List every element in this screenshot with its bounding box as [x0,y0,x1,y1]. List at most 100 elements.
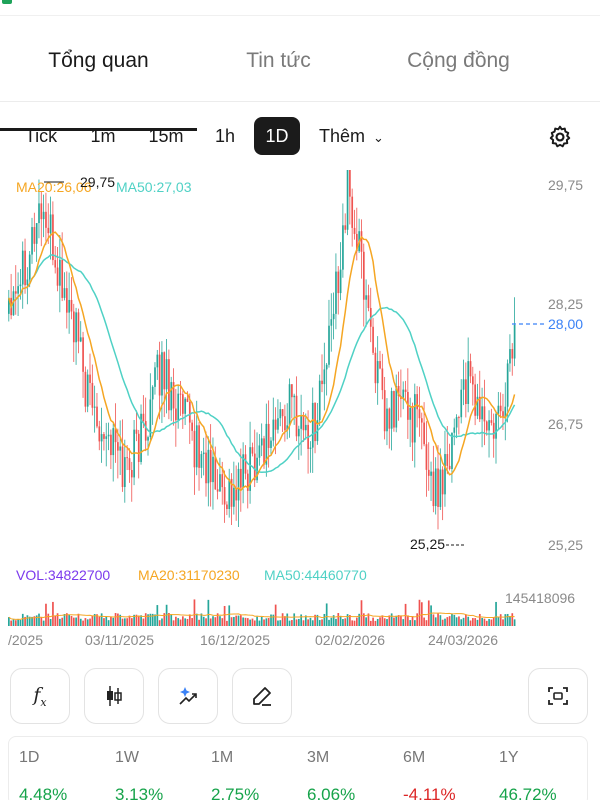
timeframe-1m[interactable]: 1m [90,126,116,146]
candle [376,361,379,384]
volume-bar [45,603,47,626]
candle [205,452,207,484]
volume-bar [513,619,516,626]
volume-bar [219,616,221,626]
volume-bar [499,614,502,626]
volume-bar [195,613,198,626]
candle [28,254,31,280]
volume-bar [121,618,124,626]
tab-overview[interactable]: Tổng quan [48,49,149,72]
main-tabs: Tổng quan Tin tức Cộng đồng [0,30,600,131]
candle [198,425,200,468]
timeframe-1h[interactable]: 1h [214,126,236,146]
gear-icon[interactable] [547,124,573,150]
volume-bar [474,618,477,626]
candle [124,457,126,487]
indicator-button[interactable]: fx [10,668,70,724]
volume-axis-max: 145418096 [505,590,576,606]
candle [353,227,356,234]
candle [31,227,33,255]
candle [202,452,205,455]
candle [40,203,43,220]
volume-bar [279,620,282,626]
volume-bar [137,615,140,626]
volume-bar [89,618,91,626]
volume-bar [311,620,314,626]
perf-change: 2.75% [211,785,260,800]
volume-bar [256,616,258,626]
candle [325,364,328,370]
candle [216,489,219,492]
volume-bar [72,617,75,626]
volume-bar [302,620,305,626]
volume-bar [409,620,412,626]
volume-bar [17,619,19,626]
candle [402,389,405,399]
candle [420,418,423,423]
candle [469,361,472,377]
volume-bar [12,619,15,626]
volume-bar [77,613,80,626]
timeframe-1d[interactable]: 1D [254,117,300,155]
volume-bar [328,619,330,626]
timeframe-tick[interactable]: Tick [24,126,58,146]
volume-bar [151,613,154,626]
volume-bar [332,615,335,626]
price-tick: 26,75 [548,416,584,432]
volume-bar [318,620,321,626]
volume-ma-line [8,612,515,620]
volume-bar [35,615,38,626]
tab-community[interactable]: Cộng đồng [407,49,510,72]
candle [77,312,80,342]
candle [17,286,19,294]
volume-bar [182,616,184,626]
candle [195,425,198,468]
timeframe-more-button[interactable]: Thêm ⌄ [319,117,384,155]
chart-type-button[interactable] [84,668,144,724]
volume-bar [258,620,261,626]
candle [172,382,175,409]
volume-bar [444,618,446,626]
candle [140,413,142,462]
price-chart[interactable]: MA20:26,06 MA50:27,03 29,75 25,25 29,75 … [0,170,600,650]
candle [221,474,224,488]
candle [425,444,428,470]
volume-bar [439,615,442,626]
volume-bar [321,619,323,626]
volume-bar [346,614,349,626]
volume-bar [339,615,342,626]
volume-bar [263,619,265,626]
candle [91,382,94,408]
candle [346,170,349,230]
candle [207,449,210,484]
volume-bar [19,619,22,626]
volume-bar [28,616,31,626]
candle [291,384,293,398]
volume-bar [360,600,363,626]
ai-drawing-button[interactable] [158,668,218,724]
draw-button[interactable] [232,668,292,724]
price-tick: 25,25 [548,537,584,553]
tab-news[interactable]: Tin tức [246,49,311,72]
volume-bar [216,613,219,626]
volume-bar [251,618,254,626]
candle [228,478,231,510]
status-dot [2,0,12,4]
ma50-line [8,254,516,473]
date-tick: 02/02/2026 [315,632,386,648]
volume-bar [228,605,231,626]
volume-bar [411,616,414,626]
candle [390,391,393,429]
timeframe-15m[interactable]: 15m [148,126,184,146]
candle [223,487,226,505]
candle [488,420,490,431]
volume-bar [418,599,421,626]
volume-bar [82,620,84,626]
perf-period: 1D [19,749,40,766]
volume-bar [142,618,145,626]
screenshot-button[interactable] [528,668,588,724]
volume-bar [240,615,242,626]
volume-bar [309,617,312,626]
candle [281,409,284,417]
candle [467,361,470,405]
